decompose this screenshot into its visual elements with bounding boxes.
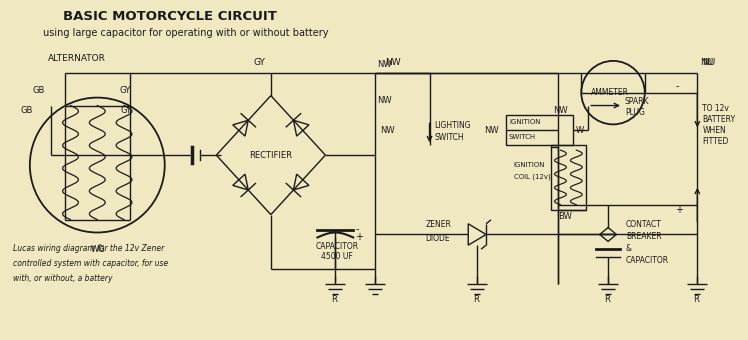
Text: -: - (355, 224, 358, 235)
Text: IGNITION: IGNITION (509, 119, 540, 125)
Text: ALTERNATOR: ALTERNATOR (48, 54, 105, 64)
Text: BASIC MOTORCYCLE CIRCUIT: BASIC MOTORCYCLE CIRCUIT (63, 10, 277, 23)
Text: NW: NW (380, 126, 395, 135)
Text: CAPACITOR: CAPACITOR (626, 256, 669, 265)
Text: FITTED: FITTED (702, 137, 729, 146)
Text: WG: WG (91, 245, 105, 254)
Text: R: R (473, 295, 479, 304)
Text: NW: NW (377, 61, 392, 69)
Text: AMMETER: AMMETER (591, 88, 629, 97)
Text: +: + (355, 233, 364, 242)
Text: W: W (575, 126, 583, 135)
Text: CONTACT: CONTACT (626, 220, 662, 229)
Text: LIGHTING: LIGHTING (435, 121, 471, 130)
Text: NW: NW (554, 106, 568, 115)
Text: GY: GY (120, 106, 131, 115)
Text: ZENER: ZENER (426, 220, 452, 229)
Text: GB: GB (33, 86, 45, 95)
Text: WHEN: WHEN (702, 126, 726, 135)
Text: &: & (626, 244, 632, 253)
Text: 4500 UF: 4500 UF (322, 252, 353, 261)
Text: GY: GY (254, 58, 266, 67)
Text: GB: GB (21, 106, 33, 115)
Text: IGNITION: IGNITION (514, 162, 545, 168)
Text: R: R (331, 295, 337, 304)
Text: BATTERY: BATTERY (702, 115, 735, 124)
Text: -: - (675, 81, 679, 91)
Text: PLUG: PLUG (625, 108, 645, 117)
Text: DIODE: DIODE (426, 234, 450, 243)
Text: SWITCH: SWITCH (509, 134, 536, 140)
Text: +: + (675, 205, 684, 215)
Text: NW: NW (385, 58, 400, 67)
Text: Lucas wiring diagram for the 12v Zener
controlled system with capacitor, for use: Lucas wiring diagram for the 12v Zener c… (13, 244, 168, 283)
Text: NU: NU (702, 58, 716, 67)
Text: SPARK: SPARK (625, 97, 649, 106)
Text: NU: NU (700, 58, 714, 67)
Text: RECTIFIER: RECTIFIER (249, 151, 292, 159)
Text: COIL (12v): COIL (12v) (514, 174, 551, 180)
Text: CAPACITOR: CAPACITOR (316, 242, 358, 251)
Text: NW: NW (377, 96, 392, 105)
Text: NW: NW (484, 126, 499, 135)
Text: BW: BW (559, 212, 572, 221)
Text: BREAKER: BREAKER (626, 232, 661, 241)
Text: R: R (693, 295, 699, 304)
Text: using large capacitor for operating with or without battery: using large capacitor for operating with… (43, 28, 328, 38)
Text: SWITCH: SWITCH (435, 133, 464, 142)
Text: GY: GY (119, 86, 130, 95)
Text: R: R (604, 295, 610, 304)
Text: TO 12v: TO 12v (702, 104, 729, 113)
